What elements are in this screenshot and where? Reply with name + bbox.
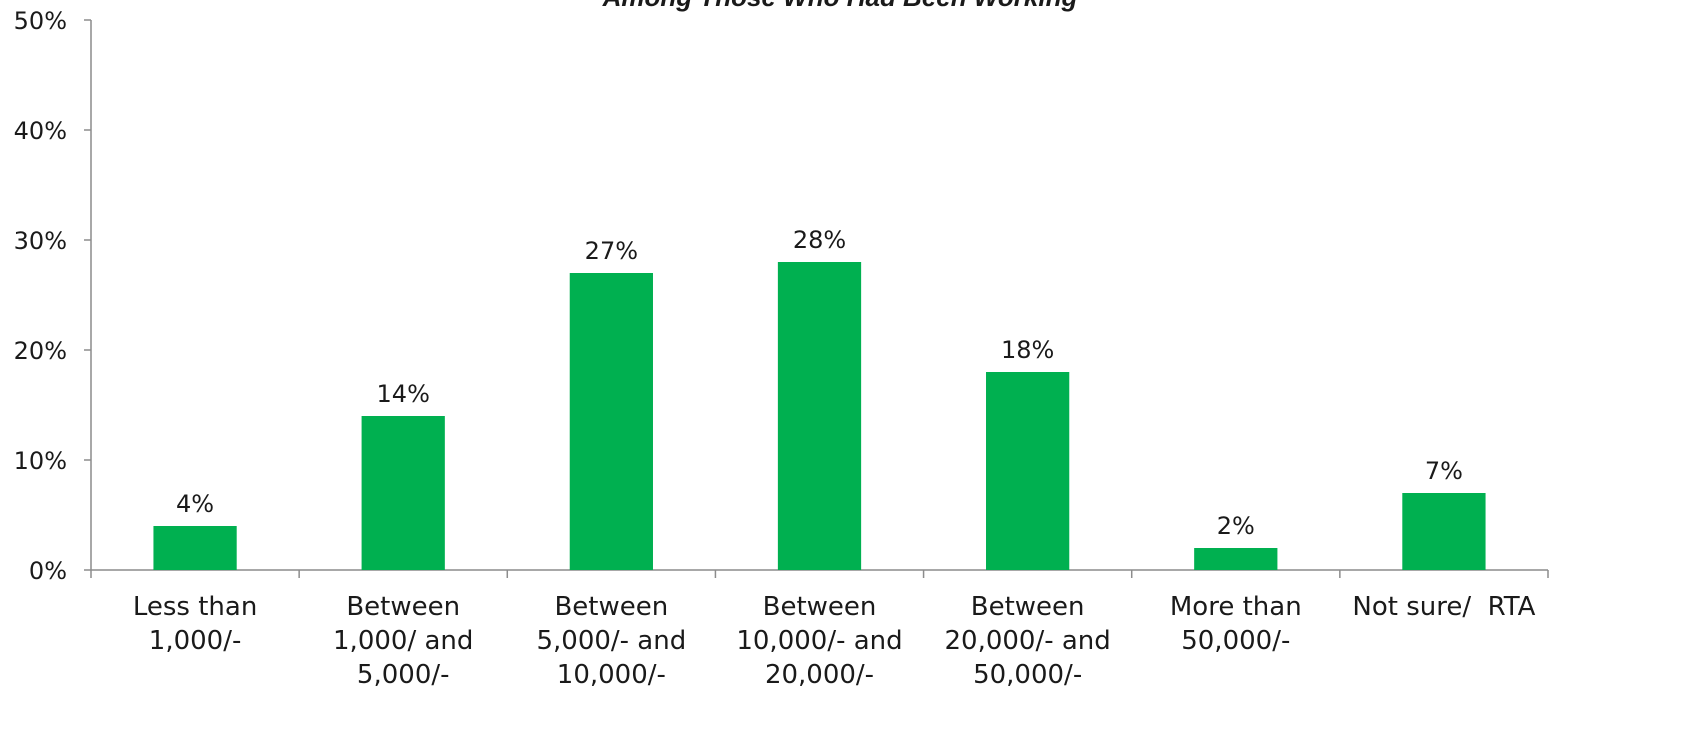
x-tick-label: Between 20,000/- and 50,000/-: [944, 592, 1110, 690]
data-label: 7%: [1425, 457, 1463, 485]
x-tick-label-line: 1,000/-: [149, 626, 242, 656]
bar: [361, 416, 445, 570]
bar: [986, 372, 1070, 570]
data-label: 14%: [377, 380, 430, 408]
x-tick-label: Between 5,000/- and 10,000/-: [536, 592, 686, 690]
y-tick-label: 0%: [29, 557, 67, 585]
x-tick-label-line: Between: [346, 592, 460, 622]
x-tick-label-line: 20,000/- and: [944, 626, 1110, 656]
x-tick-label-line: 50,000/-: [1181, 626, 1290, 656]
x-tick-label: Not sure/ RTA: [1352, 592, 1535, 622]
bar: [153, 526, 237, 570]
bar: [1402, 493, 1486, 570]
bar: [569, 273, 653, 570]
x-tick-label-line: 5,000/-: [357, 660, 450, 690]
y-tick-label: 20%: [14, 337, 67, 365]
y-tick-label: 50%: [14, 7, 67, 35]
x-tick-label-line: 5,000/- and: [536, 626, 686, 656]
y-tick-label: 10%: [14, 447, 67, 475]
data-label: 18%: [1001, 336, 1054, 364]
x-tick-label-line: 50,000/-: [973, 660, 1082, 690]
x-tick-label-line: 10,000/- and: [736, 626, 902, 656]
bar: [1194, 548, 1278, 570]
y-tick-label: 40%: [14, 117, 67, 145]
data-label: 27%: [585, 237, 638, 265]
x-tick-label-line: Between: [971, 592, 1085, 622]
x-tick-label-line: 1,000/ and: [333, 626, 473, 656]
x-tick-label: Between 10,000/- and 20,000/-: [736, 592, 902, 690]
bar: [777, 262, 862, 570]
x-tick-label-line: Less than: [133, 592, 257, 622]
x-tick-label-line: Between: [554, 592, 668, 622]
data-label: 28%: [793, 226, 846, 254]
x-tick-label: Less than 1,000/-: [133, 592, 257, 656]
chart-title: Among Those Who Had Been Working: [602, 0, 1078, 12]
plot-area: 0% 10% 20% 30% 40% 50% 4% Less than 1,000/- 14% Be…: [14, 7, 1549, 690]
x-tick-label-line: 10,000/-: [557, 660, 666, 690]
data-label: 2%: [1217, 512, 1255, 540]
x-tick-label-line: Between: [763, 592, 877, 622]
x-tick-label-line: 20,000/-: [765, 660, 874, 690]
data-label: 4%: [176, 490, 214, 518]
x-tick-label: More than 50,000/-: [1170, 592, 1302, 656]
x-tick-label: Between 1,000/ and 5,000/-: [333, 592, 473, 690]
x-tick-label-line: More than: [1170, 592, 1302, 622]
x-tick-label-line: Not sure/ RTA: [1352, 592, 1535, 622]
y-tick-label: 30%: [14, 227, 67, 255]
